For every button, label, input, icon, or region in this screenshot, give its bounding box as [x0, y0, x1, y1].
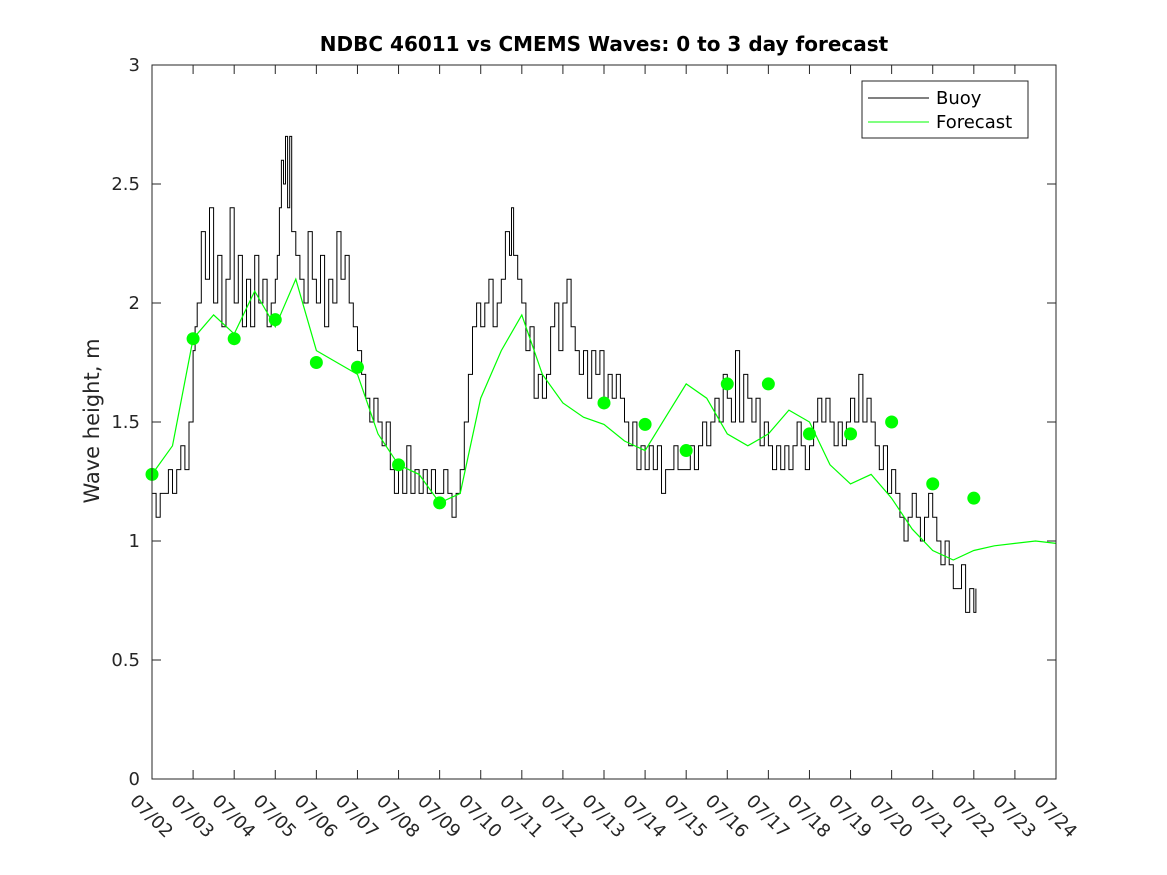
- buoy-line: [152, 135, 977, 613]
- forecast-marker: [967, 491, 981, 505]
- x-tick-label: 07/05: [249, 791, 301, 843]
- forecast-marker: [268, 313, 282, 327]
- x-tick-label: 07/08: [372, 791, 424, 843]
- x-tick-label: 07/04: [208, 791, 260, 843]
- legend-box: [861, 80, 1029, 139]
- x-tick-label: 07/02: [125, 791, 177, 843]
- legend-forecast-label: Forecast: [936, 112, 1012, 133]
- x-tick-label: 07/13: [577, 791, 629, 843]
- forecast-marker: [597, 396, 611, 410]
- forecast-marker: [186, 332, 200, 346]
- x-tick-label: 07/24: [1029, 791, 1081, 843]
- x-tick-label: 07/14: [619, 791, 671, 843]
- x-tick-label: 07/16: [701, 791, 753, 843]
- forecast-series: [151, 277, 1057, 561]
- x-tick-label: 07/17: [742, 791, 794, 843]
- x-tick-label: 07/09: [413, 791, 465, 843]
- y-tick-label: 1.5: [111, 412, 140, 433]
- forecast-marker: [679, 444, 693, 458]
- y-tick-label: 2: [129, 293, 140, 314]
- x-tick-label: 07/15: [660, 791, 712, 843]
- forecast-marker: [350, 360, 364, 374]
- x-tick-label: 07/11: [495, 791, 547, 843]
- x-tick-label: 07/12: [536, 791, 588, 843]
- legend-buoy-label: Buoy: [936, 88, 982, 109]
- y-tick-label: 3: [129, 55, 140, 76]
- x-tick-label: 07/06: [290, 791, 342, 843]
- forecast-marker: [844, 427, 858, 441]
- x-tick-label: 07/19: [824, 791, 876, 843]
- buoy-series: [152, 135, 977, 613]
- x-tick-label: 07/22: [947, 791, 999, 843]
- forecast-marker: [720, 377, 734, 391]
- x-tick-label: 07/21: [906, 791, 958, 843]
- y-axis-label: Wave height, m: [80, 338, 104, 503]
- x-tick-label: 07/07: [331, 791, 383, 843]
- y-axis-ticks: 0 0.5 1 1.5 2 2.5 3: [111, 55, 1056, 790]
- forecast-marker: [433, 496, 447, 510]
- chart-title: NDBC 46011 vs CMEMS Waves: 0 to 3 day fo…: [320, 32, 889, 56]
- x-tick-label: 07/10: [454, 791, 506, 843]
- forecast-marker: [392, 458, 406, 472]
- forecast-marker: [802, 427, 816, 441]
- y-tick-label: 1: [129, 531, 140, 552]
- x-tick-label: 07/03: [167, 791, 219, 843]
- y-tick-label: 0: [129, 769, 140, 790]
- forecast-line: [151, 277, 1057, 561]
- forecast-marker: [885, 415, 899, 429]
- y-tick-label: 2.5: [111, 174, 140, 195]
- y-tick-label: 0.5: [111, 650, 140, 671]
- plot-area: [152, 65, 1056, 779]
- x-tick-label: 07/23: [988, 791, 1040, 843]
- x-tick-label: 07/18: [783, 791, 835, 843]
- forecast-marker: [227, 332, 241, 346]
- x-tick-label: 07/20: [865, 791, 917, 843]
- forecast-marker: [761, 377, 775, 391]
- forecast-marker: [309, 356, 323, 369]
- forecast-marker: [926, 477, 940, 491]
- forecast-marker: [638, 417, 652, 431]
- legend: Buoy Forecast: [861, 80, 1029, 139]
